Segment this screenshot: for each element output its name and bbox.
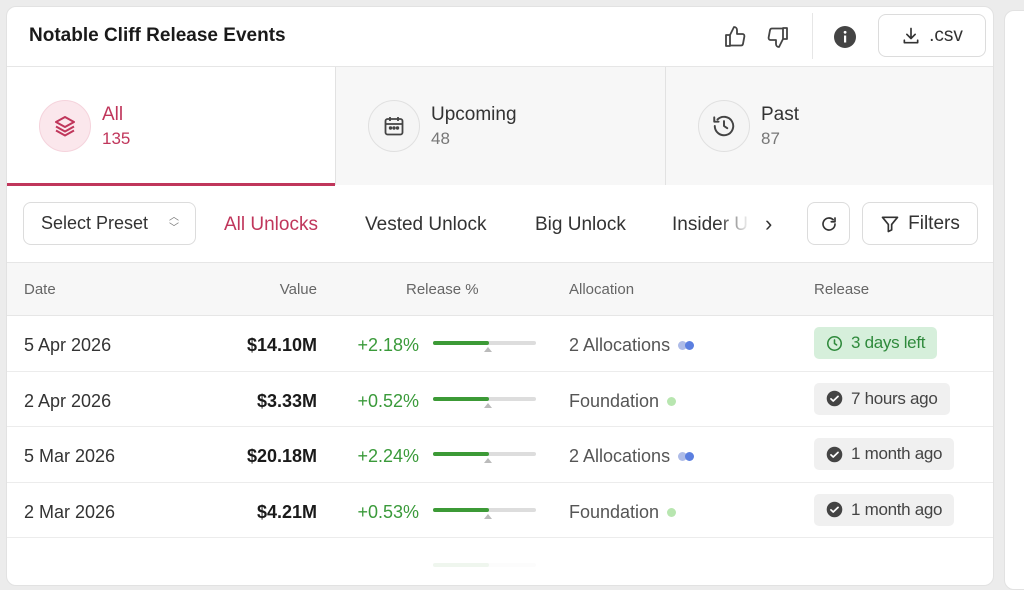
row-value: $3.33M	[256, 390, 317, 411]
column-value[interactable]: Value	[279, 281, 317, 298]
filters-button[interactable]: Filters	[862, 202, 978, 245]
release-progress-bar	[433, 341, 536, 352]
refresh-icon	[821, 216, 836, 231]
foundation-dot-icon	[667, 396, 677, 406]
clock-icon	[826, 335, 843, 351]
row-date: 5 Mar 2026	[24, 446, 116, 466]
row-release-pct: +2.18%	[357, 335, 419, 355]
row-date: 5 Apr 2026	[24, 335, 112, 355]
tab-past-label: Past	[761, 104, 800, 125]
row-allocation[interactable]: Foundation	[569, 502, 677, 523]
row-value: $14.10M	[246, 335, 317, 355]
card-header: Notable Cliff Release Events .csv	[7, 7, 993, 67]
chip-all-unlocks[interactable]: All Unlocks	[224, 214, 318, 235]
row-release-pct: +0.52%	[357, 390, 419, 411]
filters-label: Filters	[908, 212, 960, 234]
allocation-dots-icon	[678, 341, 695, 350]
release-progress-bar	[433, 507, 536, 519]
preset-label: Select Preset	[41, 213, 149, 233]
release-progress-bar	[433, 563, 536, 567]
row-release-pct: +0.53%	[357, 501, 419, 522]
release-status-badge: 1 month ago	[814, 493, 955, 526]
thumbs-down-icon[interactable]	[764, 23, 792, 51]
row-value: $4.21M	[256, 501, 317, 522]
csv-label: .csv	[929, 24, 963, 46]
column-release-pct[interactable]: Release %	[406, 281, 479, 298]
release-events-card: Notable Cliff Release Events .csv All 13…	[6, 6, 994, 586]
row-date: 2 Mar 2026	[24, 501, 116, 522]
row-value: $20.18M	[246, 446, 317, 466]
history-icon	[698, 100, 750, 152]
calendar-icon	[368, 100, 420, 152]
release-status-badge: 7 hours ago	[814, 382, 950, 415]
allocation-dots-icon	[678, 452, 695, 461]
thumbs-up-icon[interactable]	[721, 23, 749, 51]
category-tabs: All 135 Upcoming 48 Past 87	[7, 67, 993, 186]
row-allocation[interactable]: 2 Allocations	[569, 335, 695, 356]
row-allocation[interactable]: Foundation	[569, 391, 677, 412]
up-down-chevron-icon: ︿ ﹀	[169, 212, 179, 234]
release-progress-bar	[433, 396, 536, 408]
download-icon	[903, 27, 919, 44]
select-preset-dropdown[interactable]: Select Preset ︿ ﹀	[23, 202, 196, 245]
foundation-dot-icon	[667, 507, 677, 517]
check-circle-icon	[826, 501, 843, 518]
chip-big-unlock[interactable]: Big Unlock	[535, 214, 626, 235]
table-header: Date Value Release % Allocation Release	[7, 263, 993, 316]
row-date: 2 Apr 2026	[24, 390, 112, 411]
info-icon[interactable]	[831, 23, 859, 51]
tab-past-count: 87	[761, 129, 780, 148]
refresh-button[interactable]	[807, 202, 850, 245]
layers-icon	[39, 100, 91, 152]
column-date[interactable]: Date	[24, 281, 56, 298]
row-release-pct: +2.24%	[357, 446, 419, 466]
filter-bar: Select Preset ︿ ﹀ All Unlocks Vested Unlo…	[7, 185, 993, 263]
tab-upcoming[interactable]: Upcoming 48	[336, 67, 666, 185]
tab-upcoming-count: 48	[431, 129, 450, 148]
table-row[interactable]: 5 Mar 2026 $20.18M +2.24% 2 Allocations …	[7, 427, 993, 483]
table-row[interactable]: 2 Mar 2026 $4.21M +0.53% Foundation 1 mo…	[7, 483, 993, 538]
tab-past[interactable]: Past 87	[666, 67, 993, 185]
row-allocation[interactable]: 2 Allocations	[569, 446, 695, 467]
column-release[interactable]: Release	[814, 281, 870, 298]
check-circle-icon	[826, 390, 843, 407]
filter-icon	[881, 216, 899, 232]
tab-all-count: 135	[102, 129, 131, 148]
release-progress-bar	[433, 452, 536, 463]
release-status-badge: 1 month ago	[814, 438, 955, 470]
chevron-right-icon[interactable]: ›	[765, 211, 773, 236]
table-row[interactable]: 5 Apr 2026 $14.10M +2.18% 2 Allocations …	[7, 316, 993, 372]
download-csv-button[interactable]: .csv	[878, 14, 986, 57]
tab-all-label: All	[102, 104, 124, 125]
header-divider	[812, 13, 813, 59]
chip-insider-unlock[interactable]: Insider U	[672, 214, 749, 235]
chip-vested-unlock[interactable]: Vested Unlock	[365, 214, 487, 235]
table-row-faded	[7, 538, 993, 585]
table-row[interactable]: 2 Apr 2026 $3.33M +0.52% Foundation 7 ho…	[7, 372, 993, 427]
check-circle-icon	[826, 446, 843, 462]
tab-all[interactable]: All 135	[7, 67, 336, 186]
column-allocation[interactable]: Allocation	[569, 281, 635, 298]
side-panel-edge	[1004, 10, 1024, 590]
card-title: Notable Cliff Release Events	[29, 25, 286, 46]
tab-upcoming-label: Upcoming	[431, 104, 517, 125]
release-status-badge: 3 days left	[814, 327, 938, 359]
